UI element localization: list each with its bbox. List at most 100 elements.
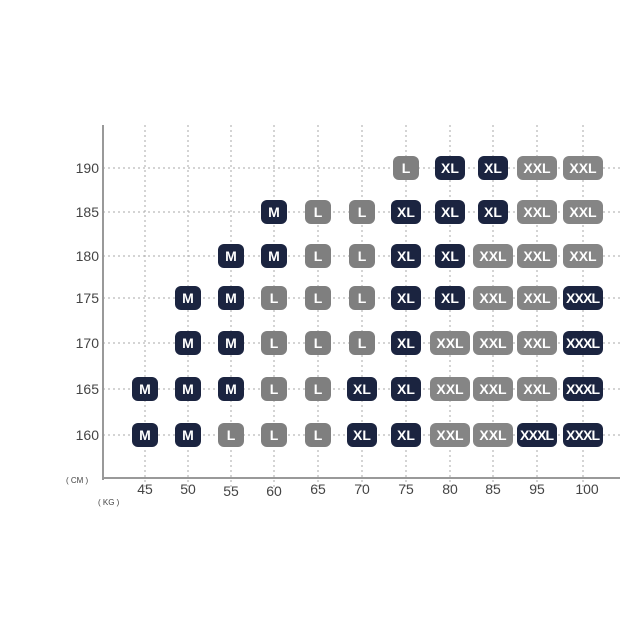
size-badge-label: XXL: [479, 290, 507, 306]
size-badge-label: XL: [397, 335, 415, 351]
size-badge-label: L: [314, 290, 323, 306]
y-tick-label: 180: [76, 248, 100, 264]
size-badge-xl: [391, 200, 421, 224]
size-badge-label: L: [314, 335, 323, 351]
size-badge-label: XL: [484, 160, 502, 176]
size-badge-xxxl: [563, 286, 603, 310]
size-badge-label: XXL: [569, 204, 597, 220]
size-badge-label: L: [270, 290, 279, 306]
size-badge-label: XXL: [523, 335, 551, 351]
size-badge-label: XXXL: [566, 381, 600, 397]
size-badge-xxl: [563, 200, 603, 224]
size-badge-label: M: [225, 248, 237, 264]
size-badge-label: M: [182, 381, 194, 397]
size-badge-label: XXL: [436, 381, 464, 397]
size-badge-xxl: [473, 423, 513, 447]
size-badge-label: M: [139, 427, 151, 443]
size-badge-label: XL: [397, 248, 415, 264]
size-badge-xl: [391, 244, 421, 268]
size-badge-m: [261, 244, 287, 268]
size-badge-l: [261, 377, 287, 401]
size-badge-m: [132, 423, 158, 447]
size-badge-m: [175, 423, 201, 447]
size-badge-label: XXXL: [520, 427, 554, 443]
size-badge-label: M: [225, 290, 237, 306]
y-tick-label: 170: [76, 335, 100, 351]
size-badge-label: XL: [484, 204, 502, 220]
size-badge-xxl: [563, 244, 603, 268]
size-badge-label: L: [270, 381, 279, 397]
size-badge-label: XXL: [436, 427, 464, 443]
size-badge-xl: [478, 156, 508, 180]
x-unit-label: ( KG ): [98, 498, 120, 507]
size-badge-xxl: [430, 377, 470, 401]
size-badge-label: XL: [441, 290, 459, 306]
size-badge-label: XXL: [479, 427, 507, 443]
x-tick-label: 85: [485, 481, 501, 497]
size-badge-label: XXL: [523, 290, 551, 306]
size-badge-xl: [347, 377, 377, 401]
size-badge-label: L: [314, 427, 323, 443]
size-badge-l: [218, 423, 244, 447]
size-badge-label: XL: [397, 381, 415, 397]
size-badge-xxl: [473, 331, 513, 355]
size-badge-label: XL: [397, 427, 415, 443]
size-badge-l: [305, 423, 331, 447]
size-badge-label: L: [270, 427, 279, 443]
size-badge-label: XXL: [479, 248, 507, 264]
size-badge-m: [218, 377, 244, 401]
size-badge-label: XL: [441, 204, 459, 220]
size-badge-xxl: [517, 156, 557, 180]
size-badge-label: XXXL: [566, 290, 600, 306]
x-tick-label: 95: [529, 481, 545, 497]
size-badge-m: [175, 377, 201, 401]
size-badge-xl: [478, 200, 508, 224]
size-badge-label: XXL: [523, 160, 551, 176]
size-badge-xxl: [473, 244, 513, 268]
size-badge-label: L: [358, 335, 367, 351]
size-badge-m: [218, 244, 244, 268]
x-tick-label: 60: [266, 483, 282, 499]
size-badge-xxl: [517, 200, 557, 224]
size-badge-label: XXL: [436, 335, 464, 351]
size-badge-m: [261, 200, 287, 224]
x-tick-label: 65: [310, 481, 326, 497]
size-badge-l: [305, 331, 331, 355]
y-tick-label: 160: [76, 427, 100, 443]
size-badge-m: [132, 377, 158, 401]
size-badge-label: L: [402, 160, 411, 176]
size-badge-xxl: [517, 244, 557, 268]
size-badge-label: XXL: [523, 381, 551, 397]
size-badge-l: [305, 286, 331, 310]
size-badge-label: L: [358, 248, 367, 264]
size-badge-xl: [435, 200, 465, 224]
y-tick-label: 185: [76, 204, 100, 220]
size-badge-xxl: [473, 286, 513, 310]
size-badge-xxl: [517, 286, 557, 310]
y-tick-label: 165: [76, 381, 100, 397]
size-badge-m: [175, 331, 201, 355]
size-badge-label: L: [227, 427, 236, 443]
size-badge-xxxl: [517, 423, 557, 447]
size-badge-xxl: [517, 331, 557, 355]
size-badge-m: [218, 331, 244, 355]
size-badge-label: XXL: [523, 204, 551, 220]
size-badge-label: XXL: [479, 335, 507, 351]
x-tick-label: 55: [223, 483, 239, 499]
size-badge-xl: [391, 286, 421, 310]
size-badge-label: XXXL: [566, 335, 600, 351]
size-badge-label: XXL: [569, 248, 597, 264]
size-badge-l: [349, 200, 375, 224]
size-badge-xl: [391, 423, 421, 447]
x-tick-label: 45: [137, 481, 153, 497]
x-tick-label: 50: [180, 481, 196, 497]
size-badge-xl: [391, 331, 421, 355]
size-badge-l: [393, 156, 419, 180]
size-badge-label: M: [182, 427, 194, 443]
size-badge-l: [261, 423, 287, 447]
size-badge-label: L: [314, 248, 323, 264]
size-badge-l: [305, 377, 331, 401]
size-badge-xl: [391, 377, 421, 401]
size-badge-m: [175, 286, 201, 310]
